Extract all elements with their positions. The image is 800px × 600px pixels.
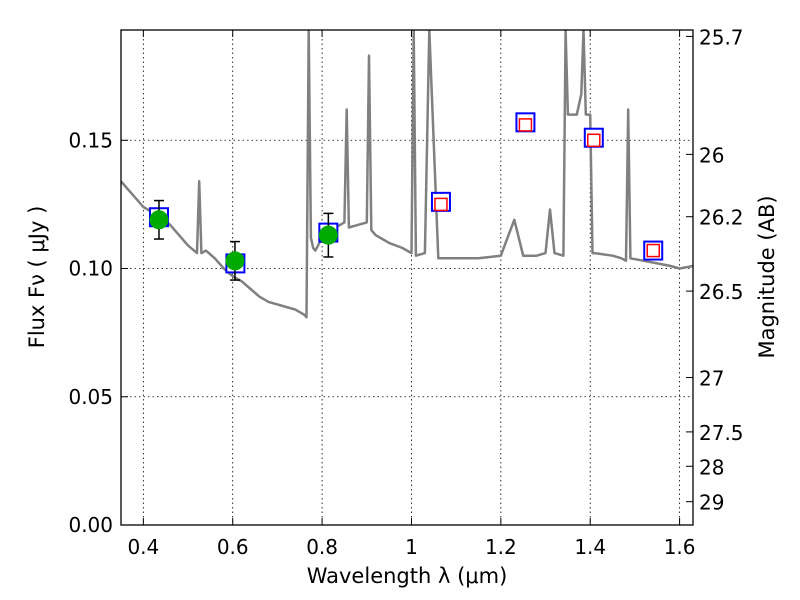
x-axis-label: Wavelength λ (μm) xyxy=(307,564,508,588)
magnitude-tick-label: 27.5 xyxy=(699,421,744,445)
magnitude-tick-label: 26.5 xyxy=(699,280,744,304)
y2-axis-label: Magnitude (AB) xyxy=(755,195,779,358)
x-tick-label: 0.6 xyxy=(217,535,249,559)
nir-photometry-square xyxy=(646,243,660,258)
magnitude-tick-label: 27 xyxy=(699,367,724,391)
x-tick-label: 1 xyxy=(405,535,418,559)
photometry-markers xyxy=(148,112,664,281)
nir-photometry-square xyxy=(518,118,533,132)
y-tick-label: 0.00 xyxy=(68,513,113,537)
observed-flux-point xyxy=(318,225,338,245)
magnitude-tick-label: 26.2 xyxy=(699,206,744,230)
x-tick-label: 1.2 xyxy=(485,535,517,559)
magnitude-tick-label: 29 xyxy=(699,491,724,515)
y-tick-label: 0.15 xyxy=(68,128,113,152)
y-axis-label: Flux Fν ( μJy ) xyxy=(25,206,49,349)
model-sed-curve xyxy=(121,30,693,319)
observed-flux-point xyxy=(149,210,169,230)
plot-frame xyxy=(120,29,694,526)
observed-flux-point xyxy=(225,251,245,271)
nir-photometry-square xyxy=(434,197,448,212)
magnitude-tick-label: 28 xyxy=(699,455,724,479)
x-tick-label: 1.6 xyxy=(664,535,696,559)
magnitude-tick-label: 26 xyxy=(699,143,724,167)
nir-photometry-square xyxy=(587,133,601,148)
plot-background xyxy=(121,30,693,525)
magnitude-tick-label: 25.7 xyxy=(699,25,744,49)
y-tick-label: 0.10 xyxy=(68,257,113,281)
model-sed-line xyxy=(121,30,693,319)
x-tick-label: 0.4 xyxy=(127,535,159,559)
y-tick-label: 0.05 xyxy=(68,385,113,409)
axis-ticks: 0.4 0.6 0.8 1 1.2 1.4 1.6 0.00 0.05 0.10 0.15 25.7 2… xyxy=(68,25,743,559)
x-tick-label: 0.8 xyxy=(306,535,338,559)
x-tick-label: 1.4 xyxy=(574,535,606,559)
